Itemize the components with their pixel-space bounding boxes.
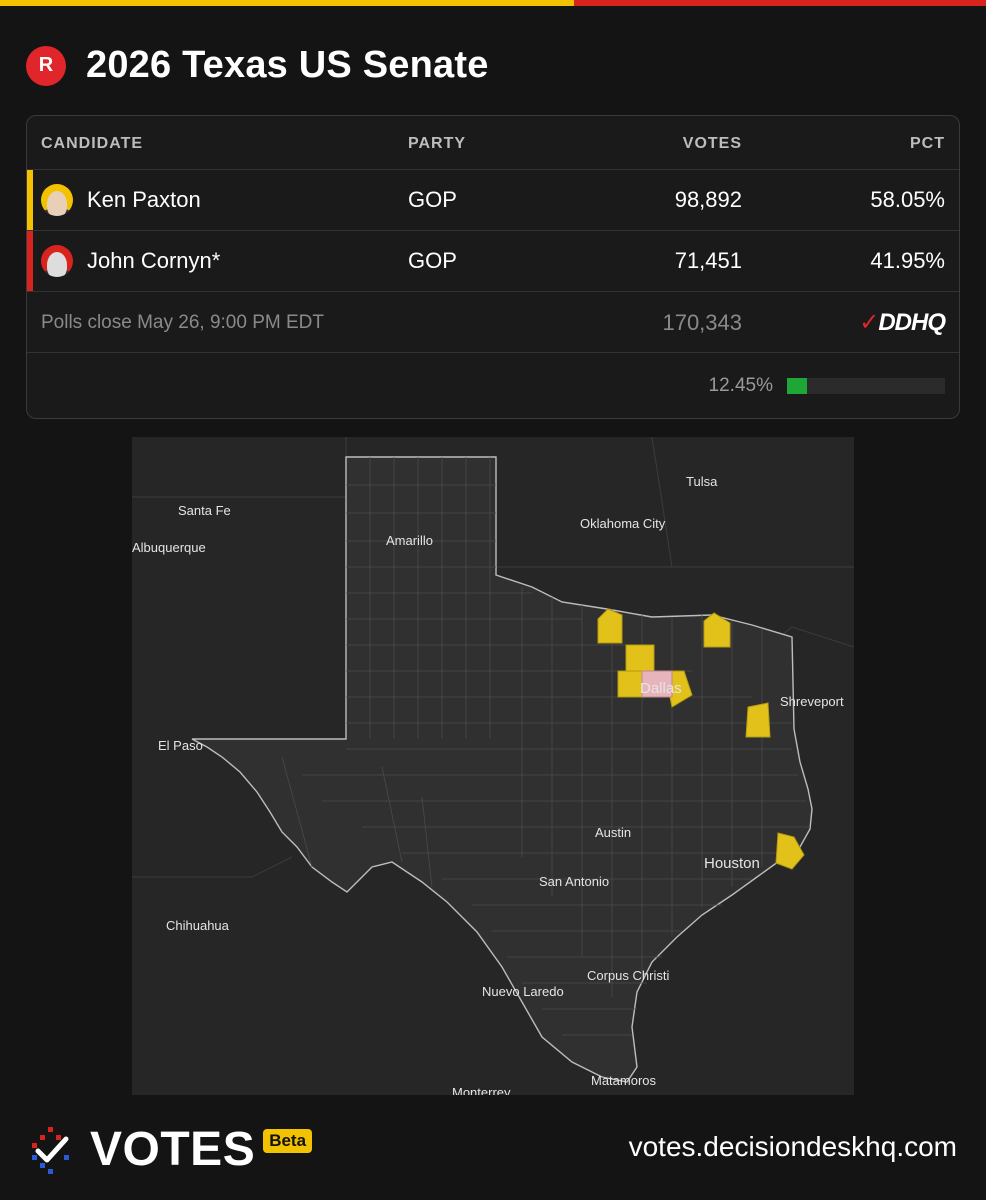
table-header-row: CANDIDATE PARTY VOTES PCT: [27, 116, 959, 170]
polls-close-text: Polls close May 26, 9:00 PM EDT: [41, 312, 324, 333]
col-party[interactable]: PARTY: [408, 135, 467, 152]
accent-red: [574, 0, 986, 6]
candidate-pct: 58.05%: [870, 187, 945, 212]
candidate-name: John Cornyn*: [87, 248, 221, 273]
results-table: CANDIDATE PARTY VOTES PCT Ken Paxton GOP…: [26, 115, 960, 419]
map-label-monterrey: Monterrey: [452, 1085, 511, 1095]
page-header: R 2026 Texas US Senate: [26, 44, 489, 87]
map-label-san-antonio: San Antonio: [539, 874, 609, 889]
site-url-link[interactable]: votes.decisiondeskhq.com: [628, 1131, 957, 1162]
map-svg: Tulsa Santa Fe Oklahoma City Albuquerque…: [132, 437, 854, 1095]
table-row[interactable]: Ken Paxton GOP 98,892 58.05%: [27, 170, 959, 231]
col-votes[interactable]: VOTES: [682, 135, 742, 152]
page-title: 2026 Texas US Senate: [86, 44, 489, 86]
map-label-tulsa: Tulsa: [686, 474, 718, 489]
county-lines: [281, 457, 810, 1036]
candidate-votes: 98,892: [674, 187, 742, 212]
map-label-matamoros: Matamoros: [591, 1073, 657, 1088]
map-label-el-paso: El Paso: [158, 738, 203, 753]
accent-yellow: [0, 0, 574, 6]
map-label-houston: Houston: [704, 855, 760, 872]
map-label-santa-fe: Santa Fe: [178, 503, 231, 518]
map-label-austin: Austin: [595, 825, 631, 840]
col-pct[interactable]: PCT: [910, 135, 945, 152]
reporting-row: 12.45%: [27, 353, 959, 417]
top-accent-bar: [0, 0, 986, 6]
map-label-corpus-christi: Corpus Christi: [587, 968, 669, 983]
brand-name: VOTES: [90, 1123, 256, 1176]
candidate-party: GOP: [408, 248, 457, 273]
avatar: [41, 184, 73, 216]
total-votes: 170,343: [662, 310, 742, 335]
reporting-progress-bar: [787, 378, 945, 394]
candidate-color-bar: [27, 170, 33, 230]
candidate-color-bar: [27, 231, 33, 291]
paxton-counties: [597, 608, 805, 870]
candidate-party: GOP: [408, 187, 457, 212]
map-label-amarillo: Amarillo: [386, 533, 433, 548]
map-label-dallas: Dallas: [640, 680, 682, 697]
totals-row: Polls close May 26, 9:00 PM EDT 170,343 …: [27, 292, 959, 353]
map-label-albuquerque: Albuquerque: [132, 540, 206, 555]
votes-logo-icon: [32, 1126, 69, 1174]
candidate-name: Ken Paxton: [87, 187, 201, 212]
map-label-oklahoma-city: Oklahoma City: [580, 516, 666, 531]
map-label-shreveport: Shreveport: [780, 694, 844, 709]
cornyn-county: [641, 670, 673, 698]
avatar: [41, 245, 73, 277]
map-label-nuevo-laredo: Nuevo Laredo: [482, 984, 564, 999]
republican-badge-icon: R: [26, 45, 66, 86]
county-results-map[interactable]: Tulsa Santa Fe Oklahoma City Albuquerque…: [132, 437, 854, 1095]
ddhq-logo[interactable]: ✓DDHQ: [859, 309, 946, 336]
candidate-pct: 41.95%: [870, 248, 945, 273]
reporting-pct: 12.45%: [708, 375, 773, 396]
votes-logo[interactable]: VOTES Beta: [26, 1122, 313, 1177]
texas-outline: [191, 456, 813, 1083]
col-candidate[interactable]: CANDIDATE: [41, 135, 144, 152]
table-row[interactable]: John Cornyn* GOP 71,451 41.95%: [27, 231, 959, 292]
candidate-votes: 71,451: [674, 248, 742, 273]
beta-badge: Beta: [263, 1128, 313, 1153]
progress-fill: [787, 378, 807, 394]
map-label-chihuahua: Chihuahua: [166, 918, 230, 933]
